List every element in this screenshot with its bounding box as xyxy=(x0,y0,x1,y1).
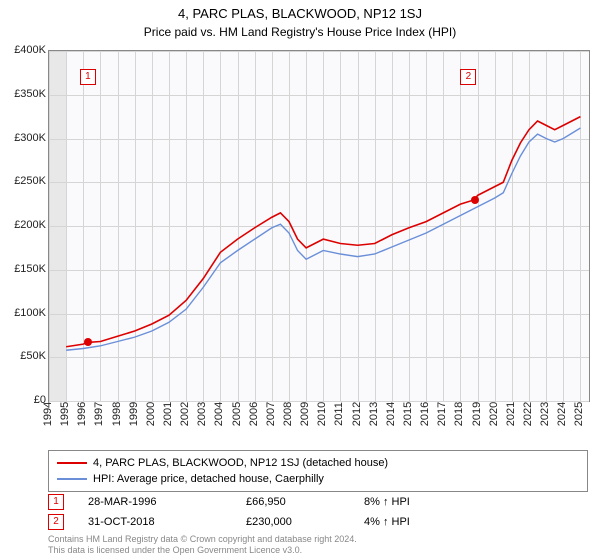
y-axis-tick-label: £350K xyxy=(14,88,46,100)
footer-line: Contains HM Land Registry data © Crown c… xyxy=(48,534,357,545)
legend-swatch xyxy=(57,462,87,464)
legend-label: HPI: Average price, detached house, Caer… xyxy=(93,473,324,485)
x-axis-tick-label: 2011 xyxy=(333,402,345,426)
footer-line: This data is licensed under the Open Gov… xyxy=(48,545,357,556)
x-axis-tick-label: 2025 xyxy=(573,402,585,426)
x-axis-tick-label: 2012 xyxy=(351,402,363,426)
chart-subtitle: Price paid vs. HM Land Registry's House … xyxy=(0,21,600,39)
x-axis-tick-label: 2010 xyxy=(316,402,328,426)
chart-title: 4, PARC PLAS, BLACKWOOD, NP12 1SJ xyxy=(0,0,600,21)
x-axis-tick-label: 1998 xyxy=(111,402,123,426)
legend-label: 4, PARC PLAS, BLACKWOOD, NP12 1SJ (detac… xyxy=(93,457,388,469)
x-axis-tick-label: 2013 xyxy=(368,402,380,426)
x-axis-tick-label: 2000 xyxy=(145,402,157,426)
x-axis-tick-label: 2019 xyxy=(471,402,483,426)
chart-marker-label: 2 xyxy=(460,69,476,85)
y-axis-tick-label: £200K xyxy=(14,219,46,231)
x-axis-tick-label: 1999 xyxy=(128,402,140,426)
sale-point-marker xyxy=(84,338,92,346)
x-axis-tick-label: 2022 xyxy=(522,402,534,426)
chart-container: 4, PARC PLAS, BLACKWOOD, NP12 1SJ Price … xyxy=(0,0,600,560)
chart-marker-label: 1 xyxy=(80,69,96,85)
x-axis-tick-label: 1996 xyxy=(76,402,88,426)
x-axis-tick-label: 1995 xyxy=(59,402,71,426)
x-axis-tick-label: 2002 xyxy=(179,402,191,426)
sales-row: 1 28-MAR-1996 £66,950 8% ↑ HPI xyxy=(48,492,588,512)
x-axis-tick-label: 1994 xyxy=(42,402,54,426)
sales-row: 2 31-OCT-2018 £230,000 4% ↑ HPI xyxy=(48,512,588,532)
x-axis-tick-label: 2014 xyxy=(385,402,397,426)
x-axis-tick-label: 1997 xyxy=(93,402,105,426)
y-axis-tick-label: £400K xyxy=(14,44,46,56)
x-axis-tick-label: 2016 xyxy=(419,402,431,426)
y-axis-tick-label: £50K xyxy=(20,350,46,362)
x-axis-tick-label: 2024 xyxy=(556,402,568,426)
legend-box: 4, PARC PLAS, BLACKWOOD, NP12 1SJ (detac… xyxy=(48,450,588,492)
x-axis-tick-label: 2021 xyxy=(505,402,517,426)
sale-price: £230,000 xyxy=(246,516,356,528)
sales-table: 1 28-MAR-1996 £66,950 8% ↑ HPI 2 31-OCT-… xyxy=(48,492,588,532)
x-axis-tick-label: 2009 xyxy=(299,402,311,426)
sale-price: £66,950 xyxy=(246,496,356,508)
x-axis-tick-label: 2023 xyxy=(539,402,551,426)
footer-attribution: Contains HM Land Registry data © Crown c… xyxy=(48,534,357,556)
series-line xyxy=(66,117,580,347)
y-axis-tick-label: £300K xyxy=(14,132,46,144)
sale-marker-icon: 2 xyxy=(48,514,64,530)
x-axis-tick-label: 2004 xyxy=(213,402,225,426)
legend-item: 4, PARC PLAS, BLACKWOOD, NP12 1SJ (detac… xyxy=(57,455,579,471)
sale-marker-icon: 1 xyxy=(48,494,64,510)
y-axis-tick-label: £250K xyxy=(14,175,46,187)
chart-plot-area: 12 xyxy=(48,50,590,402)
sale-point-marker xyxy=(471,196,479,204)
x-axis-tick-label: 2005 xyxy=(231,402,243,426)
sale-date: 28-MAR-1996 xyxy=(72,496,238,508)
x-axis-tick-label: 2015 xyxy=(402,402,414,426)
x-axis-tick-label: 2008 xyxy=(282,402,294,426)
chart-lines-svg xyxy=(49,51,589,401)
x-axis-tick-label: 2017 xyxy=(436,402,448,426)
x-axis-tick-label: 2006 xyxy=(248,402,260,426)
x-axis-tick-label: 2001 xyxy=(162,402,174,426)
legend-swatch xyxy=(57,478,87,480)
x-axis-tick-label: 2003 xyxy=(196,402,208,426)
y-axis-tick-label: £100K xyxy=(14,307,46,319)
y-axis-tick-label: £150K xyxy=(14,263,46,275)
x-axis-tick-label: 2007 xyxy=(265,402,277,426)
x-axis-tick-label: 2018 xyxy=(453,402,465,426)
sale-diff: 4% ↑ HPI xyxy=(364,516,588,528)
legend-item: HPI: Average price, detached house, Caer… xyxy=(57,471,579,487)
x-axis-tick-label: 2020 xyxy=(488,402,500,426)
sale-diff: 8% ↑ HPI xyxy=(364,496,588,508)
sale-date: 31-OCT-2018 xyxy=(72,516,238,528)
